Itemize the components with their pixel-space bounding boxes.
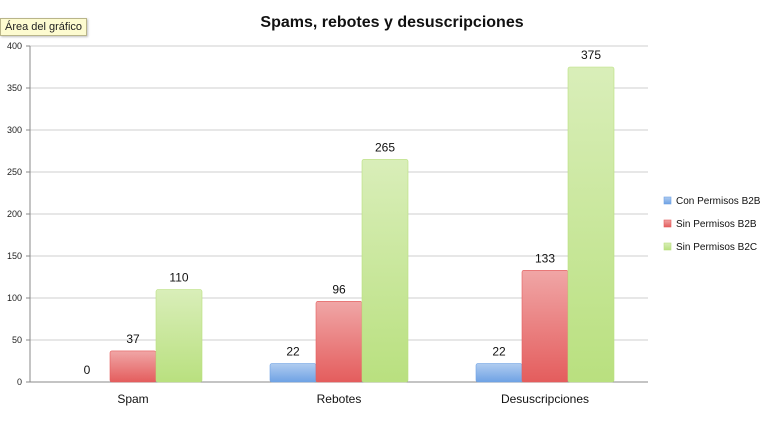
x-tick-label: Spam — [117, 392, 148, 406]
y-tick-label: 400 — [7, 41, 22, 51]
chart-title: Spams, rebotes y desuscripciones — [260, 14, 523, 31]
data-label: 96 — [332, 282, 346, 296]
grid-lines — [26, 45, 648, 383]
legend: Con Permisos B2B Sin Permisos B2B Sin Perm… — [663, 196, 761, 253]
data-label: 265 — [375, 140, 395, 154]
data-label: 37 — [126, 332, 140, 346]
legend-label: Sin Permisos B2C — [676, 242, 757, 253]
y-tick-label: 0 — [17, 377, 22, 387]
data-label: 375 — [581, 48, 601, 62]
data-label: 0 — [84, 363, 91, 377]
legend-swatch — [663, 242, 672, 251]
y-axis-ticks: 0 50 100 150 200 250 300 350 400 — [7, 41, 22, 387]
data-label: 133 — [535, 251, 555, 265]
x-axis-labels: Spam Rebotes Desuscripciones — [117, 392, 589, 406]
bar — [109, 350, 157, 383]
x-tick-label: Desuscripciones — [501, 392, 589, 406]
data-labels: 0 37 110 22 96 265 22 133 375 — [84, 48, 602, 377]
y-tick-label: 200 — [7, 209, 22, 219]
bar — [269, 363, 317, 383]
data-label: 22 — [286, 345, 300, 359]
x-tick-label: Rebotes — [317, 392, 362, 406]
legend-swatch — [663, 219, 672, 228]
legend-label: Con Permisos B2B — [676, 196, 761, 207]
bar — [361, 159, 409, 383]
bar — [155, 289, 203, 383]
y-tick-label: 150 — [7, 251, 22, 261]
y-tick-label: 250 — [7, 167, 22, 177]
bar — [521, 269, 569, 383]
y-tick-label: 350 — [7, 83, 22, 93]
y-tick-label: 100 — [7, 293, 22, 303]
legend-label: Sin Permisos B2B — [676, 219, 757, 230]
bar — [315, 301, 363, 383]
bar — [475, 363, 523, 383]
legend-swatch — [663, 196, 672, 205]
y-tick-label: 300 — [7, 125, 22, 135]
bar — [567, 66, 615, 383]
y-tick-label: 50 — [12, 335, 22, 345]
data-label: 22 — [492, 345, 506, 359]
chart-area-tooltip: Área del gráfico — [0, 18, 88, 36]
data-label: 110 — [169, 271, 188, 285]
bars — [109, 66, 615, 383]
